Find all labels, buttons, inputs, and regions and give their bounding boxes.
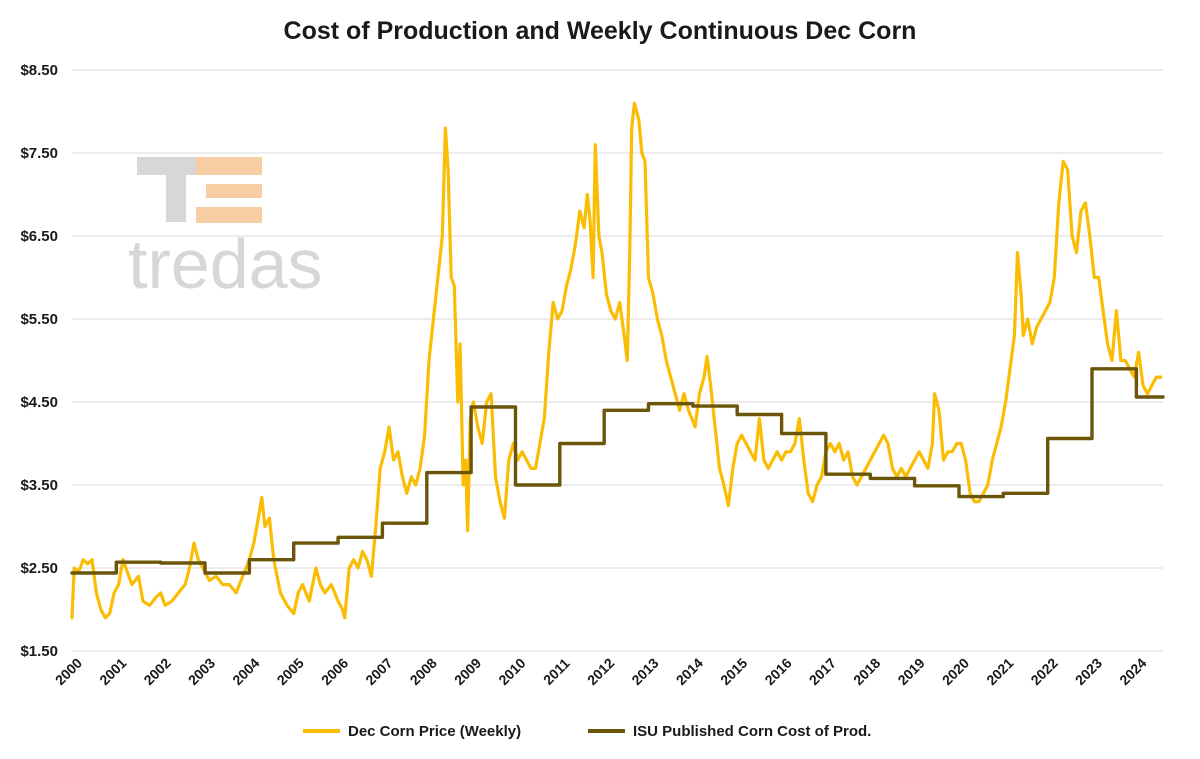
watermark-text: tredas (128, 225, 323, 303)
x-tick-label: 2018 (850, 655, 883, 688)
x-axis: 2000 2001 2002 2003 2004 2005 2006 2007 2008 2009… (52, 655, 1150, 688)
x-tick-label: 2024 (1116, 655, 1149, 688)
x-tick-label: 2011 (540, 655, 573, 688)
legend: Dec Corn Price (Weekly) ISU Published Co… (303, 723, 871, 740)
x-tick-label: 2006 (318, 655, 351, 688)
x-tick-label: 2014 (673, 655, 706, 688)
y-axis: $1.50 $2.50 $3.50 $4.50 $5.50 $6.50 $7.50 $8.50 (20, 62, 58, 660)
x-tick-label: 2010 (495, 655, 528, 688)
x-tick-label: 2004 (229, 655, 262, 688)
x-tick-label: 2015 (717, 655, 750, 688)
y-tick-label: $8.50 (20, 62, 58, 79)
legend-label-isu-cost: ISU Published Corn Cost of Prod. (633, 723, 871, 740)
x-tick-label: 2019 (894, 655, 927, 688)
x-tick-label: 2022 (1027, 655, 1060, 688)
series-layer (70, 101, 1165, 620)
x-tick-label: 2021 (983, 655, 1016, 688)
watermark-logo-e-bar-1 (196, 157, 262, 175)
grid-layer (72, 69, 1163, 652)
watermark-logo-e-bar-3 (196, 207, 262, 223)
tredas-watermark: tredas (128, 157, 323, 303)
y-tick-label: $4.50 (20, 394, 58, 411)
series-line-isu-cost-of-production (70, 367, 1165, 575)
x-tick-label: 2009 (451, 655, 484, 688)
watermark-logo-t-stem (166, 157, 186, 222)
x-tick-label: 2016 (761, 655, 794, 688)
y-tick-label: $3.50 (20, 477, 58, 494)
y-tick-label: $7.50 (20, 145, 58, 162)
x-tick-label: 2012 (584, 655, 617, 688)
y-tick-label: $5.50 (20, 311, 58, 328)
x-tick-label: 2013 (628, 655, 661, 688)
x-tick-label: 2002 (140, 655, 173, 688)
x-tick-label: 2005 (274, 655, 307, 688)
watermark-logo-e-bar-2 (206, 184, 262, 198)
chart-title: Cost of Production and Weekly Continuous… (284, 17, 917, 45)
x-tick-label: 2008 (407, 655, 440, 688)
x-tick-label: 2003 (185, 655, 218, 688)
series-line-dec-corn-price (70, 101, 1163, 620)
x-tick-label: 2007 (362, 655, 395, 688)
legend-label-dec-corn: Dec Corn Price (Weekly) (348, 723, 521, 740)
y-tick-label: $2.50 (20, 560, 58, 577)
x-tick-label: 2017 (806, 655, 839, 688)
x-tick-label: 2023 (1072, 655, 1105, 688)
x-tick-label: 2020 (939, 655, 972, 688)
x-tick-label: 2001 (96, 655, 129, 688)
y-tick-label: $1.50 (20, 643, 58, 660)
y-tick-label: $6.50 (20, 228, 58, 245)
